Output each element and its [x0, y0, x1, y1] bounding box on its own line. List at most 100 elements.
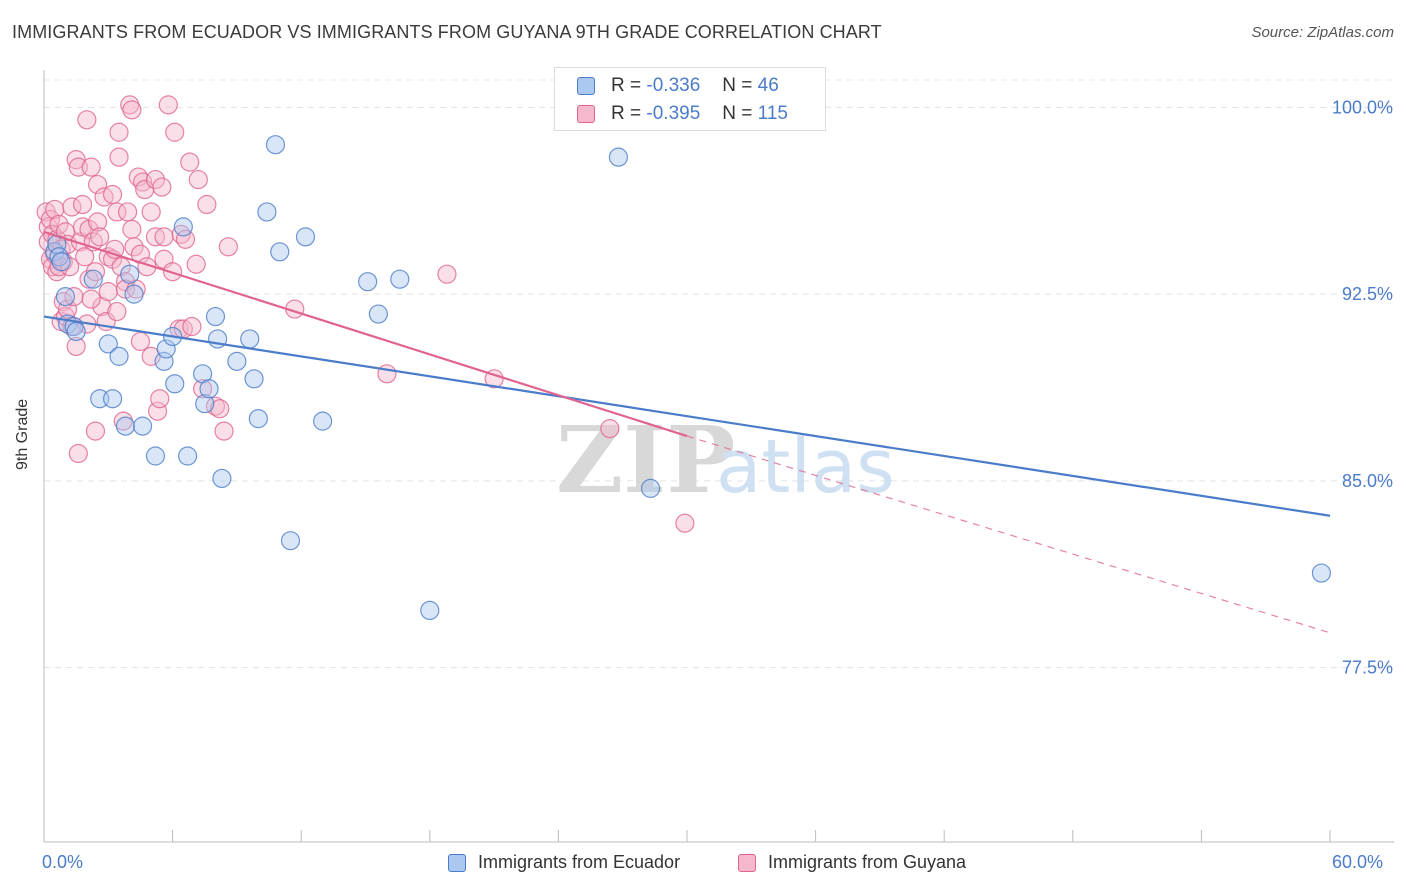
legend-guyana-swatch — [738, 853, 756, 872]
ecuador-point — [83, 269, 103, 289]
n-value-ecuador: 46 — [757, 75, 779, 96]
ecuador-point — [280, 531, 301, 551]
guyana-point — [150, 389, 170, 409]
guyana-point — [182, 316, 202, 337]
guyana-point — [675, 513, 695, 533]
guyana-point — [66, 336, 86, 357]
ecuador-point — [608, 147, 629, 167]
guyana-point — [107, 301, 127, 322]
watermark-atlas: atlas — [716, 424, 895, 510]
r-label-ecuador: R = — [611, 75, 642, 96]
guyana-point — [437, 264, 457, 284]
stats-row-guyana: R = -0.395 N = 115 — [577, 103, 788, 125]
ecuador-point — [173, 217, 193, 237]
ecuador-point — [212, 468, 232, 489]
ecuador-point — [295, 227, 316, 247]
y-tick-label: 92.5% — [1342, 284, 1393, 304]
guyana-point — [102, 184, 123, 205]
ecuador-point — [420, 600, 440, 621]
guyana-point — [122, 219, 142, 239]
stats-legend: R = -0.336 N = 46 R = -0.395 N = 115 — [554, 67, 826, 131]
guyana-point — [77, 110, 97, 130]
guyana-point — [81, 289, 101, 309]
guyana-point — [75, 247, 95, 267]
guyana-point — [141, 202, 161, 222]
guyana-point — [81, 157, 101, 177]
ecuador-point — [156, 339, 176, 359]
chart-title: IMMIGRANTS FROM ECUADOR VS IMMIGRANTS FR… — [12, 22, 882, 42]
legend-ecuador-label: Immigrants from Ecuador — [478, 852, 681, 872]
guyana-point — [72, 194, 93, 215]
legend-ecuador-swatch — [448, 853, 466, 872]
ecuador-point — [120, 264, 140, 284]
stats-row-ecuador: R = -0.336 N = 46 — [577, 75, 779, 97]
y-axis-label: 9th Grade — [14, 398, 31, 470]
guyana-point — [109, 147, 129, 167]
guyana-trend-extension — [686, 435, 1331, 634]
ecuador-point — [109, 346, 129, 366]
ecuador-point — [145, 446, 166, 466]
ecuador-point — [244, 369, 264, 389]
x-tick-label-max: 60.0% — [1332, 852, 1384, 872]
source-label: Source: ZipAtlas.com — [1251, 24, 1394, 41]
ecuador-point — [390, 269, 410, 289]
guyana-point — [109, 122, 129, 142]
guyana-point — [147, 401, 168, 421]
guyana-point — [154, 227, 174, 247]
ecuador-point — [66, 321, 86, 342]
ecuador-point — [205, 306, 226, 327]
ecuador-point — [265, 135, 286, 155]
ecuador-point — [154, 351, 174, 371]
ecuador-trend-line — [43, 315, 1331, 517]
series-guyana-points — [36, 95, 695, 533]
y-tick-label: 85.0% — [1342, 471, 1393, 491]
ecuador-point — [368, 304, 388, 324]
guyana-point — [68, 443, 88, 464]
guyana-point — [98, 282, 118, 302]
x-tick-label-min: 0.0% — [42, 852, 84, 872]
guyana-point — [130, 331, 151, 352]
guyana-point — [79, 269, 99, 289]
legend-guyana-label: Immigrants from Guyana — [768, 852, 967, 872]
guyana-point — [377, 364, 397, 384]
guyana-point — [117, 202, 138, 222]
guyana-point — [186, 254, 206, 274]
ecuador-swatch — [577, 77, 595, 95]
guyana-point — [197, 194, 217, 215]
ecuador-point — [257, 202, 277, 222]
y-tick-label: 100.0% — [1332, 97, 1393, 117]
guyana-point — [49, 214, 69, 234]
ecuador-point — [178, 446, 198, 466]
ecuador-point — [102, 389, 123, 409]
guyana-point — [90, 227, 110, 247]
ecuador-point — [313, 411, 333, 431]
guyana-point — [85, 421, 106, 441]
ecuador-point — [640, 478, 661, 498]
legend-item-ecuador[interactable]: Immigrants from Ecuador — [448, 852, 680, 873]
guyana-swatch — [577, 105, 595, 123]
guyana-point — [600, 419, 620, 439]
guyana-point — [122, 100, 142, 120]
legend-item-guyana[interactable]: Immigrants from Guyana — [738, 852, 966, 873]
ecuador-point — [240, 329, 260, 349]
guyana-trend-line — [43, 230, 688, 438]
guyana-point — [152, 177, 172, 197]
ecuador-point — [199, 379, 219, 399]
guyana-point — [175, 229, 196, 249]
guyana-point — [210, 399, 230, 419]
ecuador-point — [165, 374, 185, 394]
guyana-point — [87, 212, 108, 232]
guyana-point — [214, 421, 234, 441]
y-tick-labels: 77.5% 85.0% 92.5% 100.0% — [1332, 97, 1393, 677]
ecuador-point — [248, 409, 268, 429]
guyana-point — [180, 152, 200, 172]
r-label-guyana: R = — [611, 103, 642, 124]
trend-lines — [43, 230, 1331, 634]
ecuador-point — [124, 284, 144, 304]
ecuador-point — [132, 416, 153, 436]
guyana-point — [145, 169, 166, 190]
ecuador-point — [98, 334, 118, 354]
ecuador-point — [270, 242, 290, 262]
series-ecuador-points — [45, 135, 1332, 621]
